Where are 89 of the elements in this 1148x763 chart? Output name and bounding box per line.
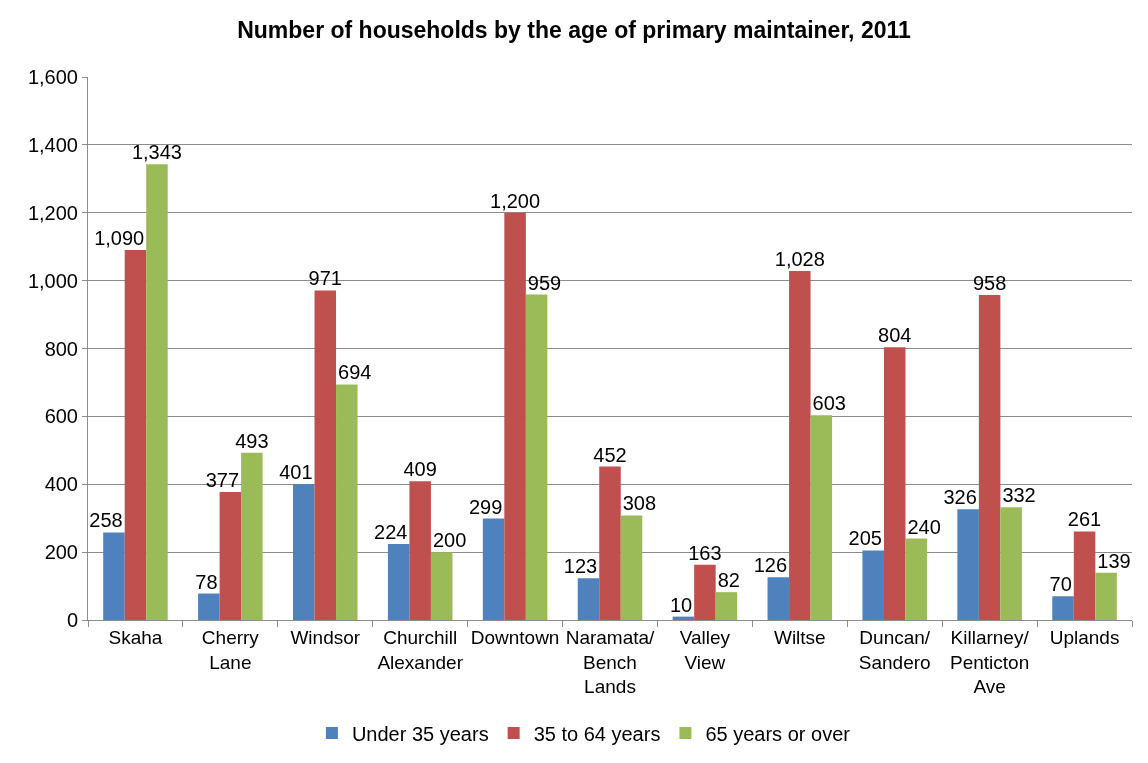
data-label: 1,028 <box>774 248 825 271</box>
data-label: 1,200 <box>490 189 541 212</box>
x-tick-label: Churchill Alexander <box>377 626 464 673</box>
bar <box>336 384 358 620</box>
bar <box>789 271 811 620</box>
data-label: 163 <box>688 541 722 564</box>
data-label: 82 <box>717 569 740 592</box>
bar <box>430 552 453 620</box>
bar <box>314 290 337 620</box>
y-tick-label: 600 <box>44 405 78 428</box>
bar <box>387 543 410 620</box>
legend-label: 35 to 64 years <box>533 722 661 745</box>
x-tick-label: Killarney/ Penticton Ave <box>950 626 1030 698</box>
x-tick-label: Windsor <box>290 626 361 648</box>
data-label: 123 <box>563 555 598 578</box>
data-label: 308 <box>622 492 657 515</box>
bar <box>715 592 738 620</box>
y-tick-label: 1,600 <box>27 66 78 88</box>
data-label: 694 <box>338 361 372 384</box>
data-label: 205 <box>848 527 882 550</box>
y-tick-label: 1,200 <box>27 201 78 224</box>
x-tick-label: Downtown <box>470 626 560 648</box>
data-label: 1,343 <box>131 141 182 164</box>
x-tick-label: Uplands <box>1049 626 1120 648</box>
data-label: 332 <box>1002 484 1036 507</box>
bar <box>905 538 927 620</box>
bar <box>1052 596 1074 620</box>
x-tick-label: Duncan/ Sandero <box>858 626 931 673</box>
bar <box>599 466 621 620</box>
x-tick-label: Cherry Lane <box>201 626 260 673</box>
y-tick-label: 800 <box>44 337 78 360</box>
x-tick-label: Valley View <box>679 626 731 673</box>
bar <box>577 578 600 620</box>
bar <box>810 415 833 620</box>
bar <box>409 481 431 620</box>
legend-label: 65 years or over <box>705 722 851 745</box>
data-label: 10 <box>669 593 693 616</box>
data-label: 409 <box>403 458 437 481</box>
data-label: 240 <box>907 515 941 538</box>
y-tick-label: 400 <box>44 473 78 496</box>
x-tick-label: Skaha <box>108 626 163 648</box>
bar <box>767 577 790 620</box>
bar <box>219 492 242 620</box>
data-label: 78 <box>195 570 218 593</box>
bar <box>293 483 315 620</box>
bar <box>504 212 526 620</box>
bar <box>957 509 979 620</box>
data-label: 401 <box>279 460 313 483</box>
bar <box>694 564 716 620</box>
bar <box>862 550 884 620</box>
bar <box>198 593 220 620</box>
data-label: 261 <box>1067 508 1102 531</box>
data-label: 958 <box>972 271 1007 294</box>
bar <box>620 515 643 620</box>
y-tick-label: 0 <box>66 609 78 631</box>
bar <box>124 250 147 620</box>
data-label: 959 <box>527 271 562 294</box>
bar <box>1000 507 1022 620</box>
y-tick-label: 1,000 <box>27 269 78 292</box>
bar <box>978 294 1001 620</box>
data-label: 377 <box>205 469 240 492</box>
data-label: 326 <box>943 486 977 509</box>
bar <box>241 452 263 620</box>
data-label: 126 <box>753 554 788 577</box>
x-tick-label: Wiltse <box>773 626 826 648</box>
data-label: 299 <box>468 495 503 518</box>
data-label: 603 <box>812 392 846 415</box>
data-label: 258 <box>89 509 123 532</box>
bar <box>482 518 505 620</box>
data-label: 1,090 <box>94 227 145 250</box>
x-tick-label: Naramata/ Bench Lands <box>565 626 656 698</box>
y-tick-label: 1,400 <box>27 133 78 156</box>
data-label: 70 <box>1049 573 1072 596</box>
legend-label: Under 35 years <box>351 722 489 745</box>
data-label: 971 <box>308 267 342 290</box>
bar <box>1073 531 1096 620</box>
data-label: 804 <box>878 324 912 347</box>
bar <box>525 294 548 620</box>
y-tick-label: 200 <box>44 541 78 564</box>
chart-title: Number of households by the age of primary maintainer, 2011 <box>237 17 911 44</box>
data-label: 224 <box>374 520 408 543</box>
data-label: 452 <box>593 443 627 466</box>
data-label: 493 <box>235 429 269 452</box>
data-label: 200 <box>432 529 467 552</box>
bar <box>1095 572 1117 620</box>
bar <box>103 532 125 620</box>
data-label: 139 <box>1097 549 1131 572</box>
bar <box>146 164 168 620</box>
bar <box>883 347 906 620</box>
